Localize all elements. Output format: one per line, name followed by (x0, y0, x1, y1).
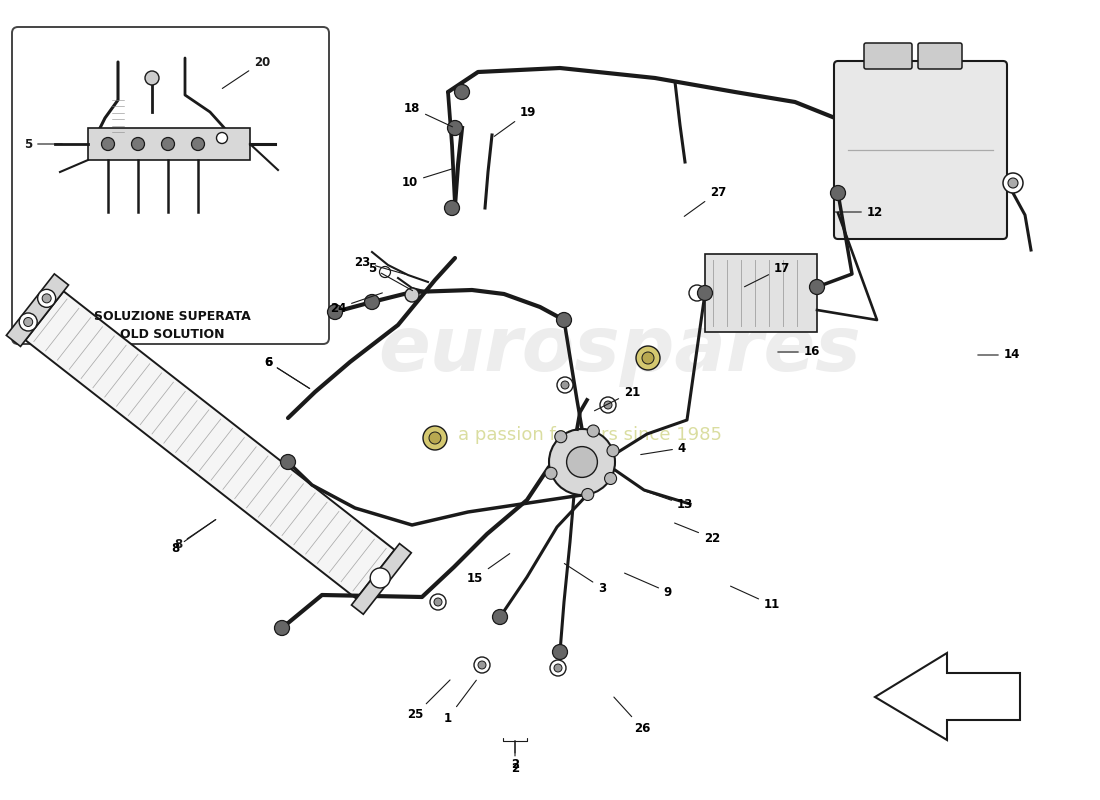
Circle shape (162, 138, 175, 150)
Circle shape (405, 288, 419, 302)
Circle shape (424, 426, 447, 450)
Circle shape (145, 71, 160, 85)
Text: 8: 8 (170, 519, 216, 554)
Circle shape (557, 377, 573, 393)
Text: 27: 27 (684, 186, 726, 216)
FancyBboxPatch shape (834, 61, 1006, 239)
Circle shape (454, 85, 470, 99)
Text: 14: 14 (978, 349, 1020, 362)
Text: 16: 16 (778, 346, 821, 358)
Circle shape (689, 285, 705, 301)
Circle shape (566, 446, 597, 478)
Text: 6: 6 (264, 355, 310, 389)
Text: 15: 15 (466, 554, 509, 585)
Text: 19: 19 (494, 106, 536, 136)
Circle shape (42, 294, 52, 303)
Text: 11: 11 (730, 586, 780, 611)
Text: a passion for cars since 1985: a passion for cars since 1985 (458, 426, 722, 444)
Circle shape (697, 286, 713, 301)
Text: 8: 8 (174, 519, 216, 551)
Circle shape (600, 397, 616, 413)
Text: 5: 5 (367, 262, 412, 290)
Circle shape (830, 186, 846, 201)
Circle shape (544, 467, 557, 479)
FancyBboxPatch shape (88, 128, 250, 160)
Circle shape (554, 664, 562, 672)
Circle shape (554, 430, 566, 442)
Polygon shape (352, 543, 411, 614)
FancyBboxPatch shape (918, 43, 962, 69)
FancyBboxPatch shape (864, 43, 912, 69)
Polygon shape (874, 653, 1020, 740)
Circle shape (561, 381, 569, 389)
Circle shape (371, 568, 390, 588)
Polygon shape (25, 291, 395, 598)
Text: 12: 12 (835, 206, 883, 218)
Circle shape (448, 121, 462, 135)
Circle shape (430, 594, 446, 610)
Text: 23: 23 (354, 255, 405, 274)
Circle shape (549, 429, 615, 495)
Text: 22: 22 (674, 523, 720, 545)
Text: 3: 3 (564, 563, 606, 594)
Circle shape (493, 610, 507, 625)
Circle shape (605, 473, 617, 485)
Text: 10: 10 (402, 169, 452, 189)
Circle shape (642, 352, 654, 364)
Circle shape (19, 313, 37, 331)
Text: 2: 2 (503, 738, 527, 774)
Circle shape (444, 201, 460, 215)
Circle shape (810, 279, 825, 294)
Text: 17: 17 (745, 262, 790, 286)
Circle shape (217, 133, 228, 143)
Circle shape (582, 489, 594, 501)
Circle shape (429, 432, 441, 444)
Text: 4: 4 (640, 442, 686, 454)
Circle shape (478, 661, 486, 669)
Text: 20: 20 (222, 55, 271, 89)
Text: 9: 9 (625, 573, 672, 598)
Text: 24: 24 (330, 293, 383, 314)
Circle shape (550, 660, 566, 676)
Circle shape (1008, 178, 1018, 188)
Circle shape (1003, 173, 1023, 193)
Circle shape (275, 621, 289, 635)
Circle shape (587, 425, 600, 437)
Circle shape (474, 657, 490, 673)
Text: 13: 13 (645, 491, 693, 511)
Text: 18: 18 (404, 102, 452, 127)
Circle shape (280, 454, 296, 470)
Circle shape (379, 266, 390, 278)
Circle shape (191, 138, 205, 150)
Text: 6: 6 (264, 355, 310, 389)
Text: 25: 25 (407, 680, 450, 722)
Circle shape (552, 645, 568, 659)
Text: 1: 1 (444, 680, 476, 725)
Text: OLD SOLUTION: OLD SOLUTION (120, 329, 224, 342)
Text: 26: 26 (614, 697, 650, 734)
Circle shape (37, 290, 56, 307)
Circle shape (101, 138, 114, 150)
Circle shape (557, 313, 572, 327)
Circle shape (328, 305, 342, 319)
Text: 2: 2 (510, 741, 519, 771)
Circle shape (364, 294, 380, 310)
FancyBboxPatch shape (12, 27, 329, 344)
Text: 5: 5 (24, 138, 63, 150)
Text: SOLUZIONE SUPERATA: SOLUZIONE SUPERATA (94, 310, 251, 322)
Circle shape (434, 598, 442, 606)
FancyBboxPatch shape (705, 254, 817, 332)
Polygon shape (7, 274, 68, 346)
Circle shape (636, 346, 660, 370)
Circle shape (24, 318, 33, 326)
Circle shape (604, 401, 612, 409)
Text: 21: 21 (594, 386, 640, 410)
Circle shape (132, 138, 144, 150)
Text: eurospares: eurospares (378, 313, 861, 387)
Circle shape (607, 445, 619, 457)
